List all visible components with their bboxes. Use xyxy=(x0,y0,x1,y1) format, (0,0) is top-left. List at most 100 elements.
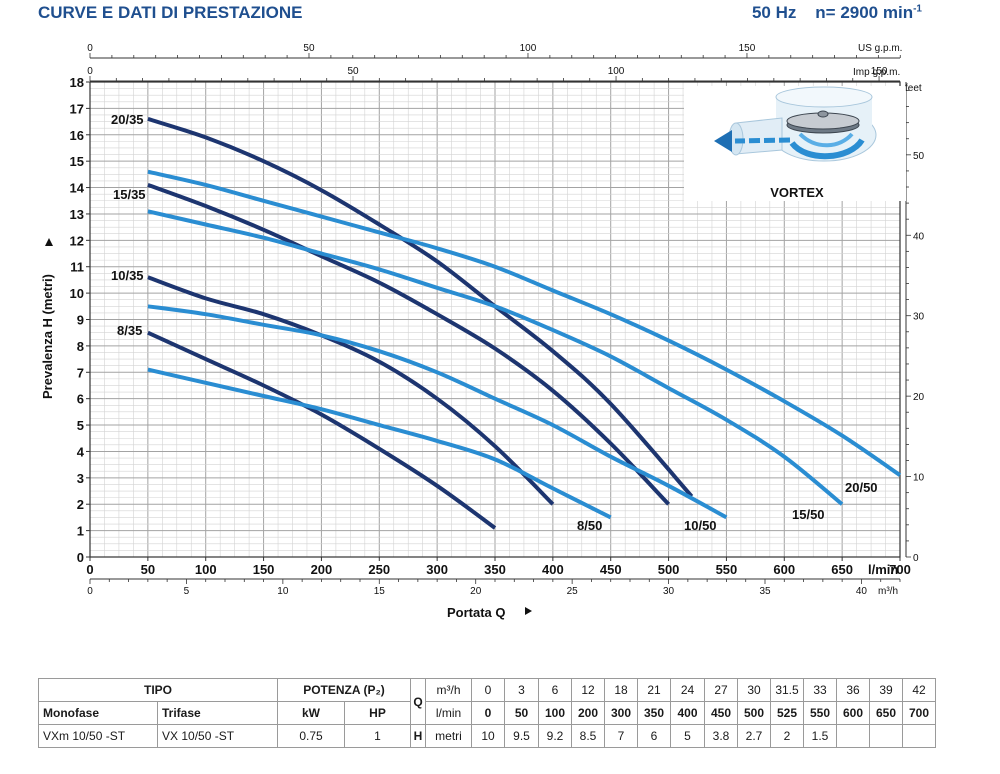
y-tick-label: 4 xyxy=(77,444,85,459)
curve-label-15-35: 15/35 xyxy=(113,187,146,202)
h-cell: 5 xyxy=(670,724,705,748)
m3h-cell: 27 xyxy=(704,678,738,702)
y-tick-label: 11 xyxy=(70,260,84,275)
y-tick-label: 3 xyxy=(77,471,84,486)
m3h-cell: 30 xyxy=(737,678,771,702)
feet-tick-label: 50 xyxy=(913,151,925,162)
curve-20-50 xyxy=(147,169,902,477)
x-tick-label: 0 xyxy=(86,562,93,577)
y-axis-arrow-icon xyxy=(45,238,53,246)
y-tick-label: 9 xyxy=(77,313,84,328)
performance-chart: 0 50 100 150 200 250 300 350 400 450 500 550 600 650 7… xyxy=(40,43,925,620)
h-cell: 8.5 xyxy=(571,724,605,748)
m3h-tick-label: 5 xyxy=(184,586,190,597)
y-tick-label: 2 xyxy=(77,497,84,512)
m3h-cell: 0 xyxy=(471,678,505,702)
us-gpm-tick-label: 150 xyxy=(739,43,756,54)
curve-label-15-50: 15/50 xyxy=(792,507,825,522)
lmin-cell: 400 xyxy=(670,701,705,725)
h-cell: 1.5 xyxy=(803,724,837,748)
y-tick-label: 14 xyxy=(70,181,85,196)
tipo-header: TIPO xyxy=(38,678,278,702)
x-axis-arrow-icon xyxy=(525,607,532,615)
feet-tick-label: 30 xyxy=(913,312,925,323)
imp-gpm-label: Imp g.p.m. xyxy=(853,67,900,78)
x-tick-label: 650 xyxy=(831,562,853,577)
x-tick-label: 150 xyxy=(253,562,275,577)
curve-label-10-35: 10/35 xyxy=(111,268,144,283)
x-tick-label: 600 xyxy=(773,562,795,577)
curve-8-50 xyxy=(147,367,612,520)
curve-label-20-50: 20/50 xyxy=(845,480,878,495)
x-tick-label: 350 xyxy=(484,562,506,577)
vortex-inset: VORTEX xyxy=(684,86,906,201)
m3h-tick-label: 35 xyxy=(759,586,771,597)
m3h-tick-label: 0 xyxy=(87,586,93,597)
y-tick-label: 18 xyxy=(70,75,84,90)
h-cell: 2 xyxy=(770,724,804,748)
speed-exponent: -1 xyxy=(913,3,922,15)
kw-value: 0.75 xyxy=(277,724,345,748)
chart-axes: 0 50 100 150 200 250 300 350 400 450 500 550 600 650 7… xyxy=(70,43,925,597)
speed-spec: 50 Hz n= 2900 min-1 xyxy=(752,3,922,23)
m3h-cell: 33 xyxy=(803,678,837,702)
us-gpm-tick-label: 0 xyxy=(87,43,93,54)
x-tick-label: 200 xyxy=(311,562,333,577)
curve-20-35 xyxy=(147,116,694,498)
m3h-cell: 21 xyxy=(637,678,671,702)
frequency: 50 Hz xyxy=(751,3,797,22)
us-gpm-label: US g.p.m. xyxy=(858,43,902,54)
curve-label-8-35: 8/35 xyxy=(117,323,142,338)
curve-label-20-35: 20/35 xyxy=(111,112,144,127)
x-tick-label: 50 xyxy=(141,562,155,577)
metri-header: metri xyxy=(425,724,472,748)
x-tick-label: 300 xyxy=(426,562,448,577)
page-title: CURVE E DATI DI PRESTAZIONE xyxy=(38,3,303,22)
m3h-header: m³/h xyxy=(425,678,472,702)
m3h-tick-label: 20 xyxy=(470,586,482,597)
curve-labels: 20/35 15/35 10/35 8/35 20/50 15/50 10/50 8/50 xyxy=(111,112,878,533)
vortex-label: VORTEX xyxy=(770,185,824,200)
x-tick-label: 450 xyxy=(600,562,622,577)
h-cell: 3.8 xyxy=(704,724,738,748)
y-tick-label: 8 xyxy=(77,339,84,354)
y-tick-label: 16 xyxy=(70,128,84,143)
lmin-cell: 500 xyxy=(737,701,771,725)
y-tick-label: 13 xyxy=(70,207,84,222)
m3h-tick-label: 25 xyxy=(567,586,579,597)
lmin-cell: 700 xyxy=(902,701,936,725)
m3h-cell: 3 xyxy=(504,678,539,702)
curve-15-50 xyxy=(147,209,844,506)
feet-tick-label: 0 xyxy=(913,553,919,564)
x-tick-label: 100 xyxy=(195,562,217,577)
imp-gpm-tick-label: 150 xyxy=(871,66,888,77)
y-tick-label: 10 xyxy=(70,286,84,301)
m3h-tick-label: 15 xyxy=(374,586,386,597)
potenza-header: POTENZA (P₂) xyxy=(277,678,411,702)
feet-tick-label: 20 xyxy=(913,392,925,403)
m3h-cell: 31.5 xyxy=(770,678,804,702)
imp-gpm-tick-label: 50 xyxy=(347,66,359,77)
table-row: VXm 10/50 -ST VX 10/50 -ST 0.75 1 H metr… xyxy=(38,724,936,748)
y-tick-label: 7 xyxy=(77,365,84,380)
h-cell: 9.2 xyxy=(538,724,572,748)
x-tick-label: 500 xyxy=(658,562,680,577)
x-tick-label: 250 xyxy=(368,562,390,577)
vortex-pump-icon xyxy=(714,86,877,162)
feet-tick-label: 40 xyxy=(913,231,925,242)
y-tick-label: 12 xyxy=(70,233,84,248)
kw-header: kW xyxy=(277,701,345,725)
m3h-cell: 36 xyxy=(836,678,870,702)
table-header-row-2: Monofase Trifase kW HP l/min 0 50 100 20… xyxy=(38,701,936,725)
monofase-model: VXm 10/50 -ST xyxy=(38,724,158,748)
hp-header: HP xyxy=(344,701,411,725)
lmin-cell: 200 xyxy=(571,701,605,725)
curve-15-35 xyxy=(147,183,671,506)
x-tick-label: 400 xyxy=(542,562,564,577)
h-cell: 9.5 xyxy=(504,724,539,748)
m3h-cell: 18 xyxy=(604,678,638,702)
x-tick-label: 550 xyxy=(716,562,738,577)
h-cell: 2.7 xyxy=(737,724,771,748)
y-tick-label: 5 xyxy=(77,418,84,433)
y-tick-label: 6 xyxy=(77,392,84,407)
